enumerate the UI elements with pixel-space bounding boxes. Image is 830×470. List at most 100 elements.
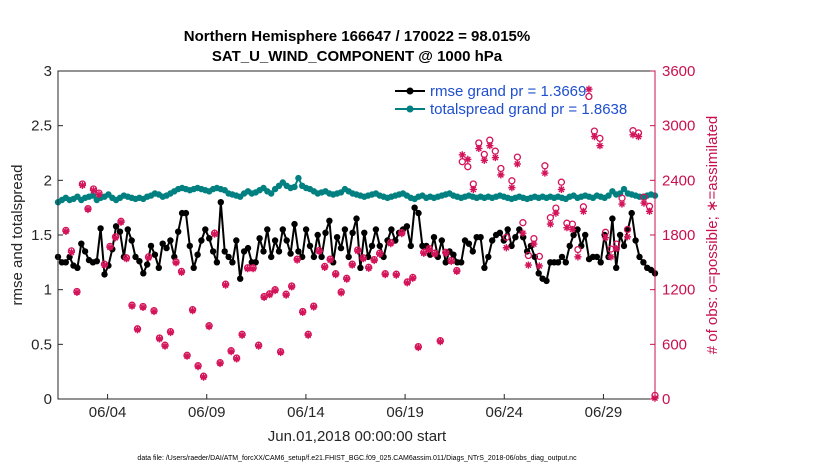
obs-assimilated-point xyxy=(260,293,268,302)
rmse-point xyxy=(124,226,131,233)
obs-possible-point xyxy=(524,251,533,260)
obs-assimilated-point xyxy=(552,209,560,217)
obs-assimilated-point xyxy=(491,153,499,162)
y-tick-label-left: 0.5 xyxy=(31,336,52,353)
obs-assimilated-point xyxy=(188,307,197,315)
rmse-point xyxy=(388,226,395,233)
rmse-point xyxy=(213,259,221,266)
obs-assimilated-point xyxy=(634,133,643,141)
rmse-point xyxy=(93,258,101,265)
obs-assimilated-point xyxy=(486,142,494,150)
rmse-point xyxy=(438,237,445,244)
rmse-point xyxy=(407,242,414,250)
rmse-point xyxy=(535,270,542,277)
rmse-point xyxy=(159,240,166,247)
rmse-point xyxy=(74,264,81,271)
rmse-point xyxy=(310,253,318,261)
rmse-point xyxy=(132,253,139,261)
obs-assimilated-point xyxy=(177,268,186,276)
rmse-point xyxy=(357,264,364,271)
rmse-point xyxy=(616,231,624,239)
obs-assimilated-point xyxy=(365,264,373,272)
obs-possible-point xyxy=(508,177,516,185)
rmse-point xyxy=(256,235,263,242)
rmse-point xyxy=(570,231,577,239)
obs-assimilated-point xyxy=(623,233,632,241)
obs-assimilated-point xyxy=(337,289,345,297)
rmse-point xyxy=(237,275,244,282)
obs-assimilated-point xyxy=(370,256,378,265)
rmse-point xyxy=(264,226,271,233)
rmse-series xyxy=(54,199,659,285)
y-tick-label-right: 3600 xyxy=(662,63,695,80)
obs-possible-point xyxy=(513,153,522,161)
y-tick-label-right: 3000 xyxy=(662,118,695,135)
obs-assimilated-point xyxy=(293,256,301,264)
rmse-point xyxy=(225,253,232,261)
spread-point xyxy=(605,192,612,199)
footer-data-file: data file: /Users/raeder/DAI/ATM_forcXX/… xyxy=(137,455,577,462)
y-tick-label-left: 1.5 xyxy=(31,227,52,244)
rmse-point xyxy=(489,237,496,244)
obs-assimilated-point xyxy=(497,171,505,179)
y-tick-label-right: 0 xyxy=(662,391,670,408)
obs-assimilated-point xyxy=(172,259,180,267)
obs-assimilated-point xyxy=(139,303,147,312)
rmse-point xyxy=(500,237,507,244)
rmse-point xyxy=(372,226,380,233)
rmse-point xyxy=(268,253,275,261)
obs-assimilated-point xyxy=(73,288,81,296)
obs-assimilated-point xyxy=(117,218,125,226)
y-tick-label-left: 1 xyxy=(44,282,52,299)
rmse-point xyxy=(190,264,197,271)
rmse-point xyxy=(322,229,329,236)
obs-assimilated-point xyxy=(183,352,191,360)
obs-assimilated-point xyxy=(326,256,334,264)
rmse-point xyxy=(198,237,205,244)
obs-assimilated-point xyxy=(194,363,202,371)
rmse-point xyxy=(477,234,484,241)
rmse-point xyxy=(376,242,383,250)
rmse-point xyxy=(229,259,236,266)
obs-assimilated-point xyxy=(414,343,422,352)
rmse-point xyxy=(361,229,368,236)
obs-assimilated-point xyxy=(238,331,246,339)
rmse-point xyxy=(163,244,170,252)
rmse-point xyxy=(345,253,352,261)
rmse-point xyxy=(287,250,294,257)
obs-possible-point xyxy=(623,225,632,234)
obs-assimilated-point xyxy=(640,199,648,207)
obs-assimilated-point xyxy=(381,271,389,279)
obs-assimilated-point xyxy=(205,322,213,331)
obs-assimilated-point xyxy=(392,271,400,279)
rmse-point xyxy=(182,209,190,217)
rmse-point xyxy=(81,248,89,255)
obs-assimilated-point xyxy=(535,262,543,270)
obs-possible-point xyxy=(585,92,593,101)
spread-point xyxy=(89,192,97,199)
obs-assimilated-point xyxy=(304,331,312,339)
rmse-point xyxy=(415,209,422,217)
obs-assimilated-point xyxy=(221,281,230,289)
obs-assimilated-point xyxy=(299,308,307,317)
obs-possible-point xyxy=(557,178,566,186)
spread-point xyxy=(295,174,302,182)
rmse-point xyxy=(252,259,259,266)
obs-assimilated-point xyxy=(111,234,120,242)
obs-assimilated-point xyxy=(541,169,549,177)
rmse-point xyxy=(628,209,635,217)
rmse-point xyxy=(101,271,108,278)
y-tick-label-right: 2400 xyxy=(662,172,695,189)
obs-assimilated-point xyxy=(144,254,153,262)
rmse-point xyxy=(209,248,217,255)
obs-assimilated-point xyxy=(607,253,615,261)
obs-assimilated-point xyxy=(563,224,571,232)
legend-rmse-label: rmse grand pr = 1.3669 xyxy=(430,83,586,100)
obs-assimilated-point xyxy=(282,291,290,299)
obs-assimilated-point xyxy=(67,248,76,256)
rmse-point xyxy=(349,229,356,236)
rmse-point xyxy=(512,234,519,241)
obs-assimilated-point xyxy=(128,302,136,310)
obs-assimilated-point xyxy=(557,185,566,194)
obs-assimilated-point xyxy=(288,283,296,291)
